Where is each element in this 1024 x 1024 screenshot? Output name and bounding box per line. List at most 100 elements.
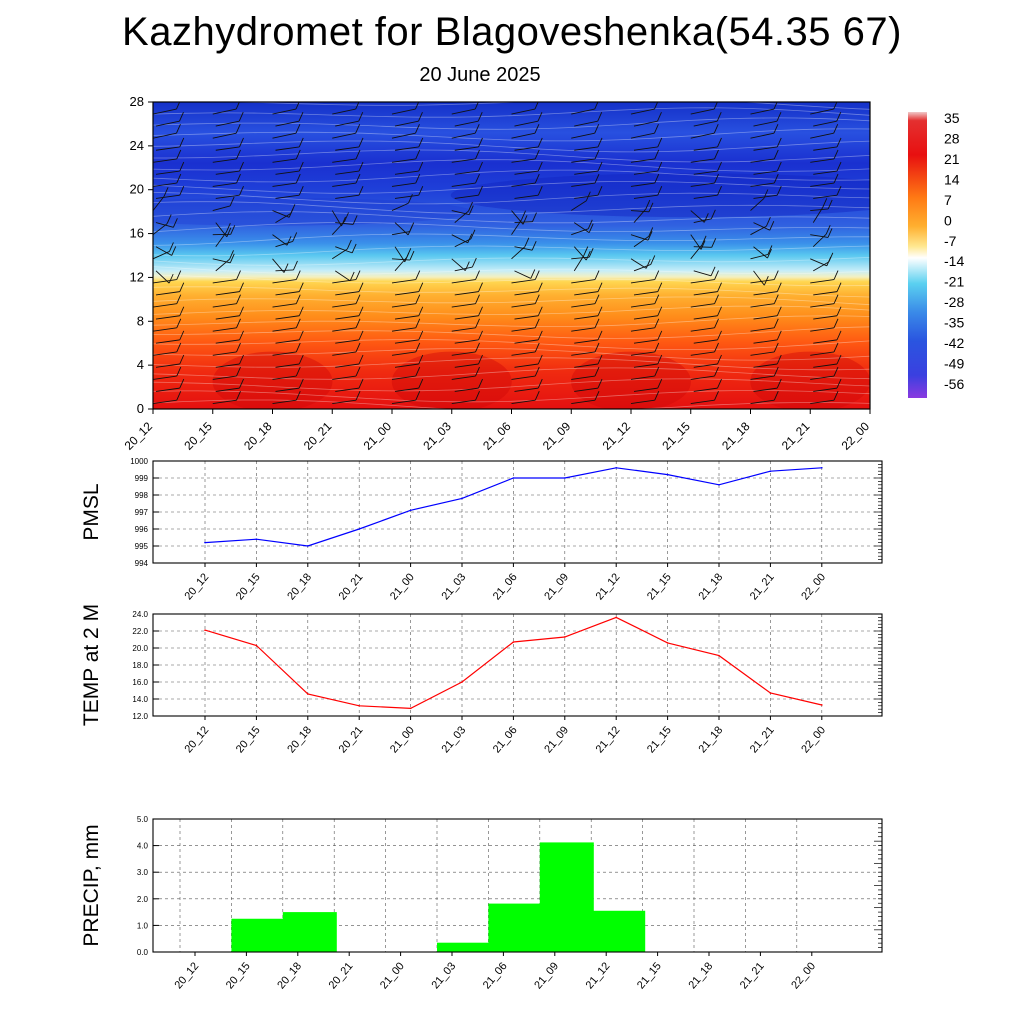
y-axis-title: TEMP at 2 M bbox=[80, 604, 103, 726]
wind-barb-staff bbox=[810, 258, 827, 267]
wind-barb-feather bbox=[415, 390, 421, 401]
wind-barb-feather bbox=[594, 294, 600, 304]
wind-barb-feather bbox=[597, 306, 603, 316]
wind-barb-staff bbox=[813, 315, 838, 320]
wind-barb-staff bbox=[391, 231, 410, 236]
wind-barb-feather bbox=[295, 390, 301, 401]
wind-barb-staff bbox=[693, 291, 718, 296]
wind-barb-staff bbox=[873, 216, 890, 222]
wind-barb-staff bbox=[571, 158, 596, 163]
wind-barb-feather bbox=[833, 270, 839, 280]
contour-line bbox=[153, 159, 870, 172]
wind-barb-feather bbox=[236, 294, 241, 304]
wind-barb-feather bbox=[897, 283, 901, 292]
wind-barb-staff bbox=[272, 158, 297, 163]
wind-barb-feather bbox=[176, 270, 182, 280]
wind-barb-staff bbox=[753, 222, 771, 231]
wind-barb-feather bbox=[776, 185, 782, 196]
wind-barb-feather bbox=[587, 219, 593, 229]
wind-barb-feather bbox=[298, 306, 304, 316]
wind-barb-staff bbox=[511, 210, 524, 225]
wind-barb-staff bbox=[334, 270, 351, 282]
wind-barb-staff bbox=[335, 363, 360, 368]
wind-barb-staff bbox=[155, 120, 180, 127]
wind-barb-staff bbox=[693, 339, 718, 344]
heatmap-x-tick-label: 21_18 bbox=[719, 419, 753, 453]
wind-barb-feather bbox=[239, 185, 244, 196]
wind-barb-staff bbox=[335, 315, 360, 320]
heatmap-field bbox=[153, 102, 870, 409]
x-tick-label: 21_12 bbox=[594, 724, 623, 755]
wind-barb-staff bbox=[215, 120, 240, 127]
wind-barb-staff bbox=[391, 158, 416, 163]
colorbar-label: 14 bbox=[944, 171, 960, 187]
wind-barb-feather bbox=[594, 318, 600, 328]
wind-barb-staff bbox=[272, 132, 297, 139]
wind-barb-staff bbox=[272, 279, 297, 284]
wind-barb-feather bbox=[833, 366, 839, 377]
contour-line bbox=[153, 169, 870, 183]
wind-barb-staff bbox=[753, 246, 768, 259]
wind-barb-feather bbox=[346, 239, 352, 250]
data-point bbox=[666, 642, 669, 644]
wind-barb-staff bbox=[511, 182, 536, 187]
wind-barb-staff bbox=[750, 108, 775, 115]
wind-barb-feather bbox=[298, 185, 304, 196]
wind-barb-staff bbox=[394, 120, 419, 127]
wind-barb-feather bbox=[179, 282, 185, 292]
wind-barb-feather bbox=[897, 307, 901, 316]
wind-barb-staff bbox=[511, 279, 536, 284]
wind-barb-staff bbox=[394, 222, 409, 236]
wind-barb-feather bbox=[717, 161, 722, 172]
wind-barb-staff bbox=[813, 194, 838, 199]
wind-barb-staff bbox=[155, 194, 180, 199]
wind-barb-staff bbox=[153, 132, 177, 139]
wind-barb-feather bbox=[534, 173, 540, 184]
wind-barb-staff bbox=[753, 291, 778, 296]
wind-barb-staff bbox=[153, 182, 177, 187]
wind-barb-staff bbox=[153, 351, 177, 356]
wind-barb-feather bbox=[537, 330, 543, 341]
data-point bbox=[358, 705, 361, 707]
wind-barb-feather bbox=[478, 306, 483, 316]
wind-barb-staff bbox=[693, 315, 718, 320]
wind-barb-staff bbox=[335, 146, 360, 151]
wind-barb-feather bbox=[166, 214, 172, 224]
wind-barb-staff bbox=[454, 194, 479, 199]
y-tick-label: 995 bbox=[135, 542, 149, 551]
wind-barb-feather bbox=[597, 111, 603, 122]
wind-barb-feather bbox=[409, 250, 415, 261]
wind-barb-staff bbox=[690, 351, 715, 356]
heatmap-y-tick-label: 4 bbox=[137, 357, 144, 372]
wind-barb-feather bbox=[822, 198, 828, 208]
wind-barb-staff bbox=[272, 303, 297, 308]
wind-barb-feather bbox=[836, 378, 842, 389]
wind-barb-feather bbox=[176, 124, 181, 134]
wind-barb-feather bbox=[475, 318, 480, 328]
wind-barb-feather bbox=[288, 208, 294, 218]
wind-barb-feather bbox=[176, 294, 182, 304]
x-tick-label: 20_12 bbox=[182, 724, 211, 755]
wind-barb-staff bbox=[750, 351, 775, 356]
wind-barb-staff bbox=[275, 194, 300, 199]
data-point bbox=[409, 509, 412, 512]
wind-barb-staff bbox=[332, 327, 357, 332]
wind-barb-staff bbox=[633, 339, 658, 344]
wind-barb-feather bbox=[776, 111, 782, 122]
wind-barb-feather bbox=[765, 217, 771, 227]
wind-barb-feather bbox=[776, 354, 782, 365]
wind-barb-feather bbox=[714, 318, 719, 328]
contour-line bbox=[153, 286, 870, 298]
wind-barb-staff bbox=[813, 261, 830, 272]
wind-barb-staff bbox=[511, 108, 536, 115]
wind-barb-feather bbox=[597, 330, 603, 341]
wind-barb-staff bbox=[212, 375, 237, 380]
x-tick-label: 21_12 bbox=[594, 571, 623, 602]
wind-barb-staff bbox=[693, 120, 718, 127]
wind-barb-staff bbox=[212, 205, 231, 211]
wind-barb-staff bbox=[693, 146, 718, 151]
wind-barb-staff bbox=[813, 291, 838, 296]
precip-bar bbox=[437, 942, 491, 952]
wind-barb-feather bbox=[355, 173, 361, 184]
wind-barb-feather bbox=[894, 319, 898, 328]
